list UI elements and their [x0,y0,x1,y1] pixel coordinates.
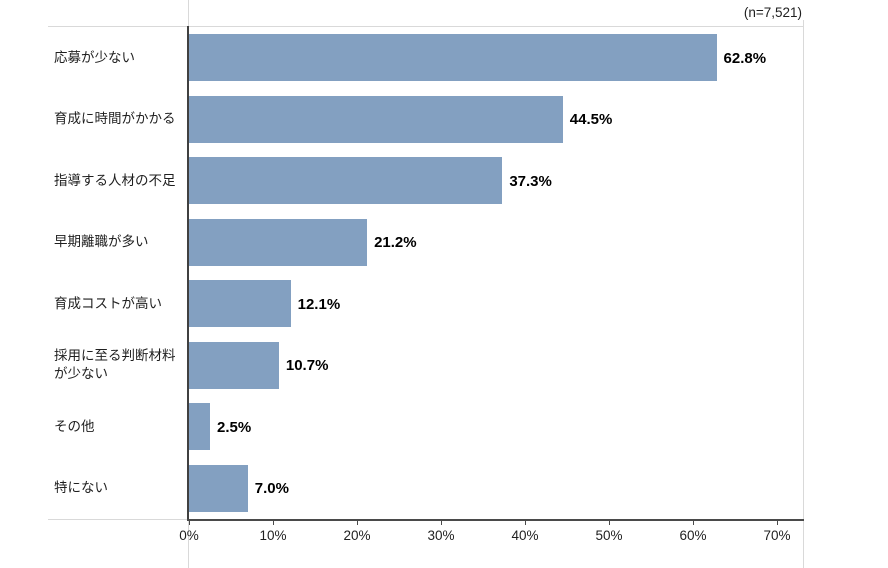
x-axis-tick [693,521,694,525]
bar-row: その他 2.5% [0,396,888,458]
bar-row: 指導する人材の不足 37.3% [0,150,888,212]
x-axis-tick-label: 10% [259,528,287,543]
bar-row: 育成に時間がかかる 44.5% [0,89,888,151]
plot-border-right [803,20,804,568]
x-axis-tick-label: 50% [595,528,623,543]
category-label: 早期離職が多い [54,234,149,250]
plot-border-left-lower [188,521,189,568]
category-label: 育成コストが高い [54,295,162,311]
bar [189,218,368,266]
bar [189,157,503,205]
x-axis-tick [273,521,274,525]
bar [189,95,563,143]
bar-row: 特にない 7.0% [0,458,888,520]
x-axis-tick [441,521,442,525]
bar-row: 早期離職が多い 21.2% [0,212,888,274]
x-axis-line [187,519,804,521]
bar-row: 採用に至る判断材料 が少ない 10.7% [0,335,888,397]
x-axis-tick [357,521,358,525]
value-label: 37.3% [509,172,552,190]
bar [189,34,717,82]
x-axis-tick-label: 40% [511,528,539,543]
x-axis-tick [189,521,190,525]
x-axis-tick-label: 70% [763,528,791,543]
y-axis-line [187,26,189,521]
bar [189,341,279,389]
x-axis-tick [525,521,526,525]
value-label: 44.5% [569,111,613,129]
x-axis-tick-label: 20% [343,528,371,543]
value-label: 10.7% [285,357,329,375]
category-label: その他 [54,418,95,434]
category-label: 採用に至る判断材料 が少ない [54,348,176,382]
bar [189,280,291,328]
x-axis-tick [777,521,778,525]
bar-row: 育成コストが高い 12.1% [0,273,888,335]
value-label: 7.0% [254,480,289,498]
x-axis-tick [609,521,610,525]
x-axis-tick-label: 60% [679,528,707,543]
value-label: 12.1% [297,295,341,313]
plot-border-bottom-left [48,519,188,520]
value-label: 2.5% [217,418,252,436]
plot-border-top [48,26,803,27]
bar [189,464,248,512]
sample-size-note: (n=7,521) [743,5,802,20]
value-label: 62.8% [723,49,767,67]
value-label: 21.2% [374,234,417,252]
category-label: 育成に時間がかかる [54,111,176,127]
bar [189,403,210,451]
bar-row: 応募が少ない 62.8% [0,27,888,89]
category-label: 応募が少ない [54,49,135,65]
x-axis-tick-label: 30% [427,528,455,543]
plot-border-left-upper [188,0,189,26]
category-label: 特にない [54,480,108,496]
category-label: 指導する人材の不足 [54,172,176,188]
x-axis-tick-label: 0% [179,528,199,543]
